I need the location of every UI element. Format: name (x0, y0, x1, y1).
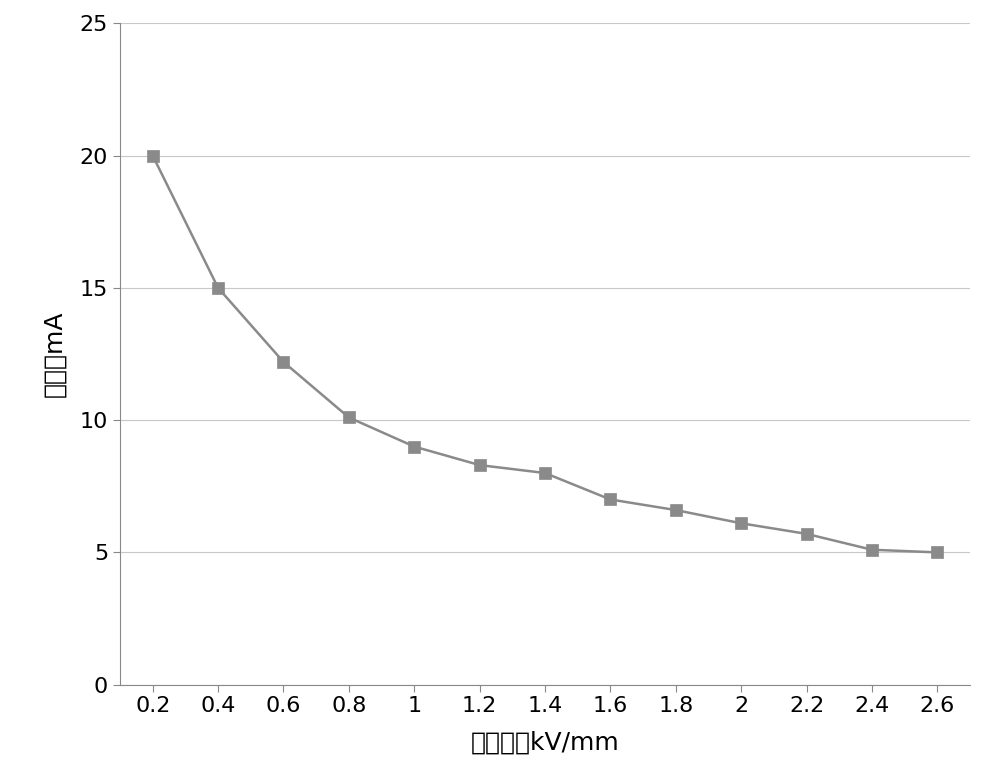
Y-axis label: 管电流mA: 管电流mA (42, 310, 66, 398)
X-axis label: 电场强度kV/mm: 电场强度kV/mm (471, 731, 619, 755)
